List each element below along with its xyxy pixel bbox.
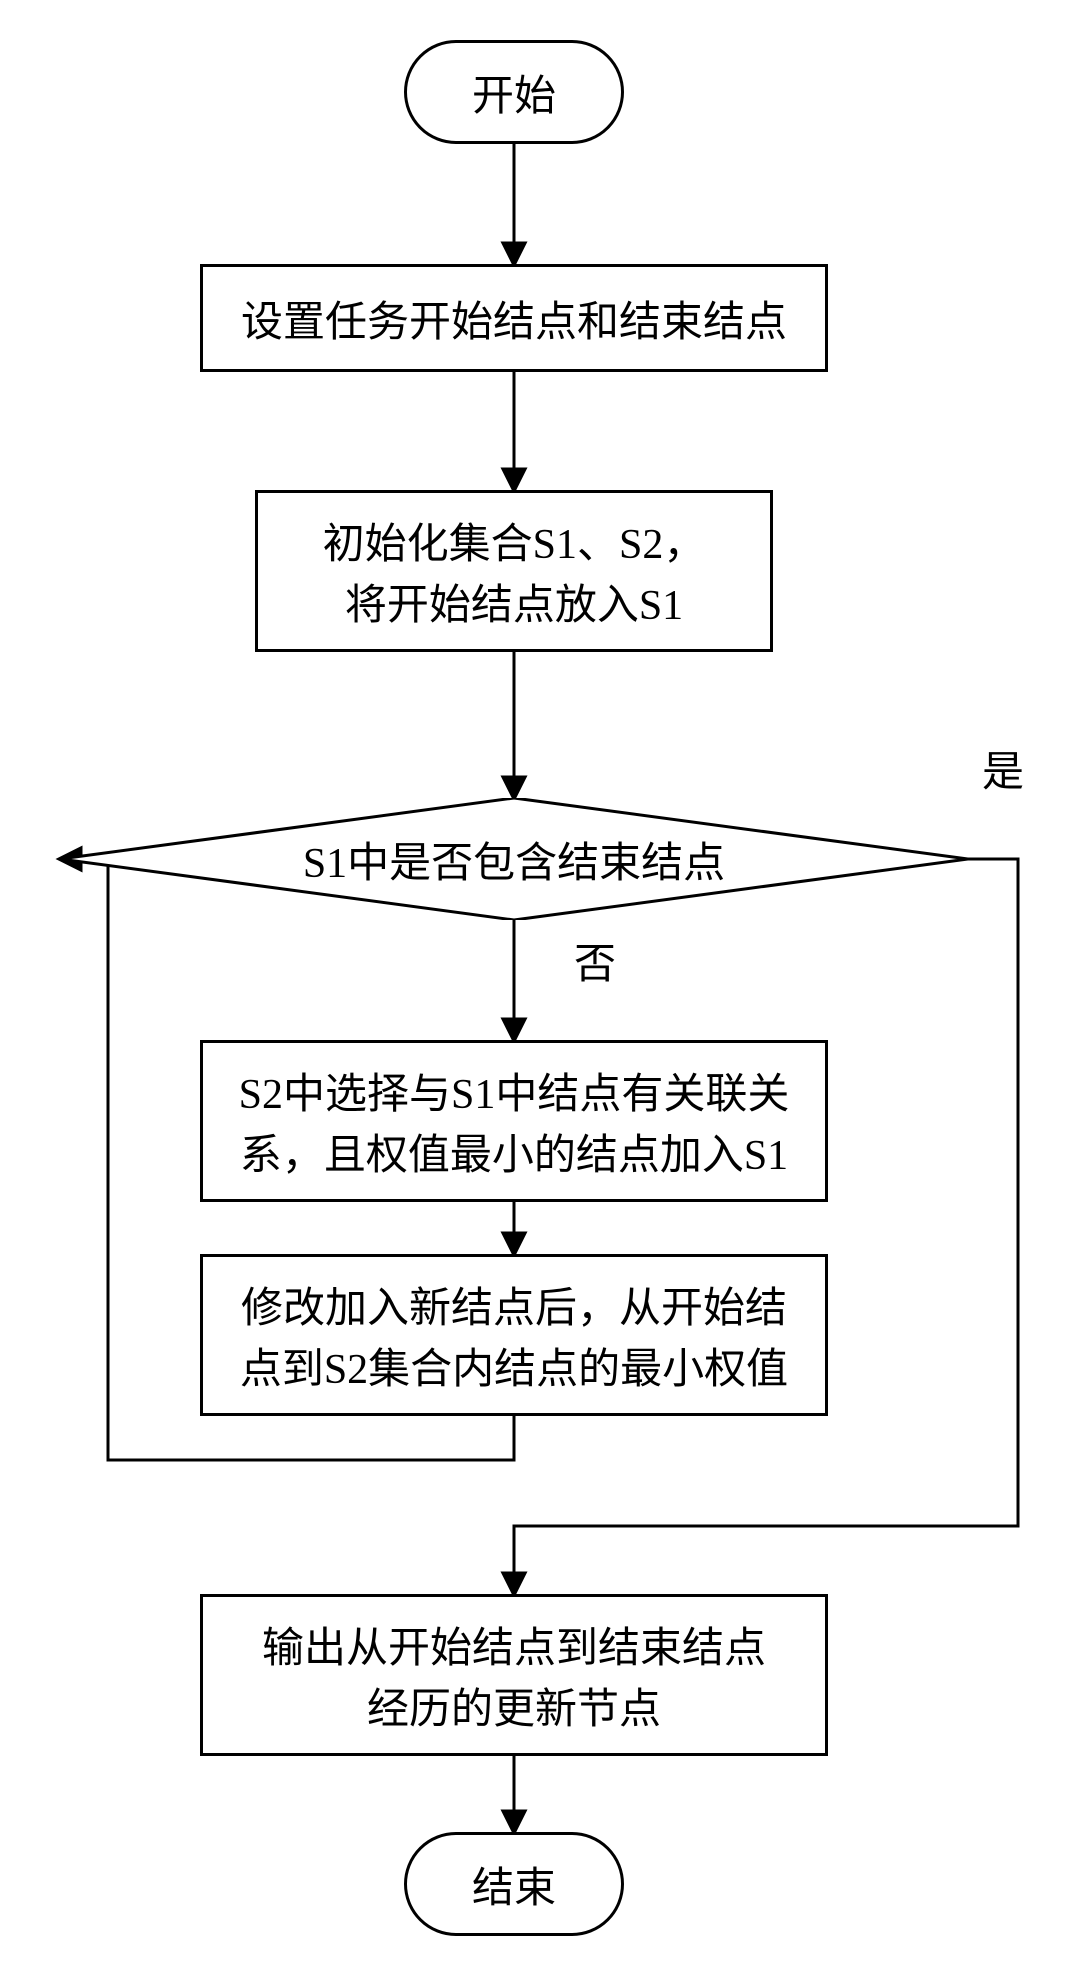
decision-text: S1中是否包含结束结点 — [303, 829, 725, 890]
process-select-min-weight: S2中选择与S1中结点有关联关 系，且权值最小的结点加入S1 — [200, 1040, 828, 1202]
process-text-line2: 点到S2集合内结点的最小权值 — [223, 1335, 805, 1396]
process-output-path: 输出从开始结点到结束结点 经历的更新节点 — [200, 1594, 828, 1756]
start-node: 开始 — [404, 40, 624, 144]
process-text-line1: 修改加入新结点后，从开始结 — [223, 1274, 805, 1335]
flowchart-canvas: 开始 设置任务开始结点和结束结点 初始化集合S1、S2， 将开始结点放入S1 S… — [0, 0, 1089, 1966]
process-text-line2: 系，且权值最小的结点加入S1 — [223, 1121, 805, 1182]
process-text-line1: 输出从开始结点到结束结点 — [223, 1614, 805, 1675]
decision-contains-end: S1中是否包含结束结点 — [60, 798, 968, 920]
process-update-weights: 修改加入新结点后，从开始结 点到S2集合内结点的最小权值 — [200, 1254, 828, 1416]
process-text-line1: 初始化集合S1、S2， — [278, 510, 750, 571]
process-set-start-end: 设置任务开始结点和结束结点 — [200, 264, 828, 372]
start-label: 开始 — [472, 62, 556, 123]
edge-label-no: 否 — [574, 930, 616, 991]
process-init-sets: 初始化集合S1、S2， 将开始结点放入S1 — [255, 490, 773, 652]
process-text-line2: 经历的更新节点 — [223, 1675, 805, 1736]
edge-label-yes: 是 — [982, 738, 1024, 799]
process-text-line1: S2中选择与S1中结点有关联关 — [223, 1060, 805, 1121]
process-text-line2: 将开始结点放入S1 — [278, 571, 750, 632]
end-node: 结束 — [404, 1832, 624, 1936]
end-label: 结束 — [472, 1854, 556, 1915]
process-text: 设置任务开始结点和结束结点 — [223, 288, 805, 349]
